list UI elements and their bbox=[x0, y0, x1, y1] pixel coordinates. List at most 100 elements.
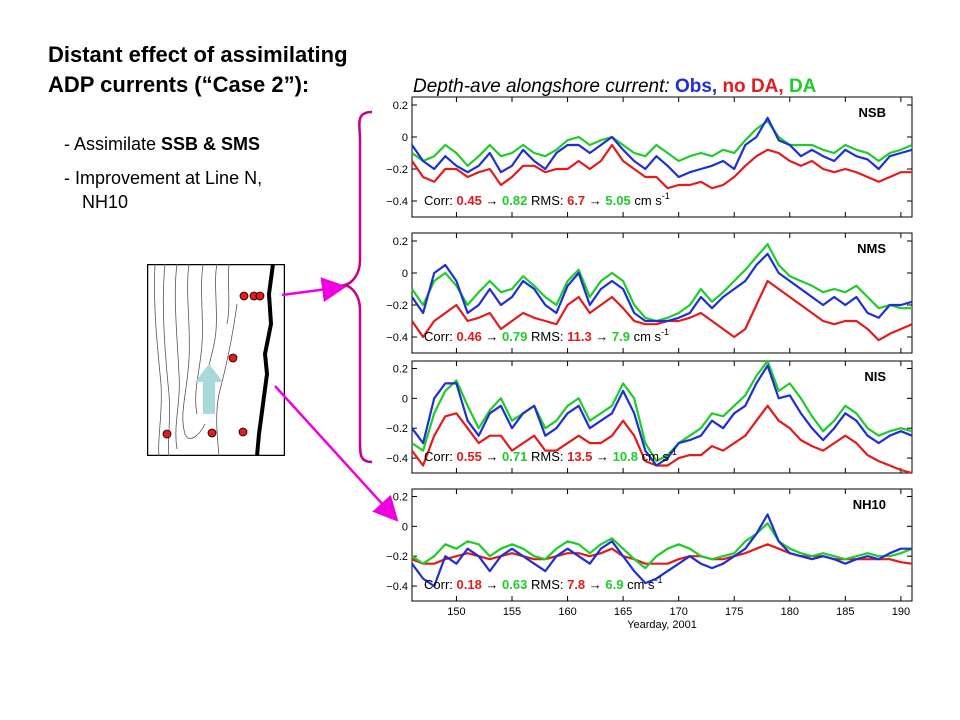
stats-corr-before: 0.45 bbox=[457, 193, 482, 208]
bullet-text: - Assimilate bbox=[64, 134, 162, 154]
y-tick-label: −0.4 bbox=[386, 332, 408, 344]
bullet-text: - Improvement at Line N, bbox=[64, 168, 263, 188]
bullet-improvement: - Improvement at Line N, NH10 bbox=[64, 166, 364, 214]
legend-no-da: no DA bbox=[722, 76, 779, 97]
x-tick-label: 165 bbox=[614, 606, 632, 618]
plot-frame bbox=[411, 488, 913, 602]
chart-panel-nh10: 0.2 0 −0.2 −0.4 150 155 160 165 170 175 180 185 190 Y… bbox=[386, 488, 913, 631]
y-tick-label: 0.2 bbox=[393, 100, 408, 112]
coastline bbox=[255, 264, 275, 456]
stats-unit: cm s bbox=[631, 193, 663, 208]
station-marker bbox=[255, 291, 265, 301]
y-tick-label: −0.2 bbox=[386, 423, 408, 435]
stats-annotation: Corr: 0.46 → 0.79 RMS: 11.3 → 7.9 cm s-1 bbox=[424, 327, 669, 344]
stats-arrow: → bbox=[592, 329, 612, 344]
stats-rms-label: RMS: bbox=[527, 329, 567, 344]
slide-title: Distant effect of assimilating ADP curre… bbox=[48, 40, 428, 100]
stats-arrow: → bbox=[482, 577, 502, 592]
legend-separator: , bbox=[778, 76, 789, 97]
x-tick-label: 180 bbox=[781, 606, 799, 618]
stats-corr-after: 0.63 bbox=[502, 577, 527, 592]
stats-annotation: Corr: 0.55 → 0.71 RMS: 13.5 → 10.8 cm s-… bbox=[424, 447, 677, 464]
series-line-obs bbox=[411, 116, 913, 179]
stats-corr-after: 0.82 bbox=[502, 193, 527, 208]
station-marker bbox=[228, 353, 238, 363]
stats-corr-label: Corr: bbox=[424, 577, 457, 592]
title-line-2: ADP currents (“Case 2”): bbox=[48, 72, 310, 97]
stats-rms-after: 7.9 bbox=[612, 329, 630, 344]
x-tick-label: 160 bbox=[558, 606, 576, 618]
connector-arrow-upper bbox=[281, 277, 347, 303]
y-tick-label: 0 bbox=[402, 521, 408, 533]
y-tick-label: −0.2 bbox=[386, 551, 408, 563]
y-tick-label: 0.2 bbox=[393, 491, 408, 503]
stats-unit: cm s bbox=[630, 329, 662, 344]
legend-obs: Obs bbox=[674, 76, 712, 97]
stats-unit-exponent: -1 bbox=[669, 447, 677, 457]
stats-corr-label: Corr: bbox=[424, 329, 457, 344]
station-marker bbox=[162, 429, 172, 439]
legend-separator: , bbox=[711, 76, 723, 97]
connector-arrow-lower bbox=[274, 385, 399, 522]
y-tick-label: −0.4 bbox=[386, 581, 408, 593]
bullet-text-continued: NH10 bbox=[82, 192, 129, 212]
x-tick-label: 170 bbox=[669, 606, 687, 618]
stats-rms-before: 13.5 bbox=[567, 449, 592, 464]
stats-rms-label: RMS: bbox=[527, 193, 567, 208]
stats-rms-after: 5.05 bbox=[605, 193, 630, 208]
plot-frame bbox=[411, 232, 913, 354]
stats-unit: cm s bbox=[638, 449, 670, 464]
panel-label: NH10 bbox=[853, 497, 886, 512]
stats-rms-before: 7.8 bbox=[567, 577, 585, 592]
stats-annotation: Corr: 0.45 → 0.82 RMS: 6.7 → 5.05 cm s-1 bbox=[424, 191, 670, 208]
chart-panel-nms: 0.2 0 −0.2 −0.4 NMS Corr: 0.46 → 0.79 RMS: 11… bbox=[386, 232, 913, 354]
series-line-da bbox=[411, 119, 913, 167]
y-tick-label: 0 bbox=[402, 268, 408, 280]
stats-rms-before: 11.3 bbox=[567, 329, 592, 344]
y-tick-label: 0.2 bbox=[393, 363, 408, 375]
stats-arrow: → bbox=[482, 449, 502, 464]
x-axis-label: Yearday, 2001 bbox=[627, 619, 697, 631]
stats-rms-after: 6.9 bbox=[605, 577, 623, 592]
stats-corr-after: 0.79 bbox=[502, 329, 527, 344]
plot-frame bbox=[411, 360, 913, 474]
series-line-da bbox=[411, 359, 913, 463]
series-line-obs bbox=[411, 364, 913, 467]
panel-label: NSB bbox=[859, 105, 886, 120]
plot-frame bbox=[411, 96, 913, 218]
station-marker bbox=[207, 428, 217, 438]
station-marker bbox=[239, 291, 249, 301]
stats-corr-label: Corr: bbox=[424, 193, 457, 208]
panel-label: NMS bbox=[857, 241, 886, 256]
stats-arrow: → bbox=[482, 329, 502, 344]
stats-arrow: → bbox=[482, 193, 502, 208]
stats-rms-label: RMS: bbox=[527, 449, 567, 464]
stats-unit-exponent: -1 bbox=[661, 327, 669, 337]
x-tick-label: 155 bbox=[503, 606, 521, 618]
stats-rms-after: 10.8 bbox=[613, 449, 638, 464]
y-tick-label: 0.2 bbox=[393, 236, 408, 248]
chart-heading: Depth-ave alongshore current: Obs, no DA… bbox=[413, 76, 816, 98]
x-tick-label: 175 bbox=[725, 606, 743, 618]
series-line-da bbox=[411, 522, 913, 570]
title-line-1: Distant effect of assimilating bbox=[48, 42, 348, 67]
bullet-bold-text: SSB & SMS bbox=[161, 134, 261, 154]
bullet-assimilate: - Assimilate SSB & SMS bbox=[64, 132, 364, 156]
stats-annotation: Corr: 0.18 → 0.63 RMS: 7.8 → 6.9 cm s-1 bbox=[424, 575, 663, 592]
y-tick-label: −0.4 bbox=[386, 453, 408, 465]
stats-unit: cm s bbox=[623, 577, 655, 592]
bullet-list: - Assimilate SSB & SMS - Improvement at … bbox=[64, 132, 364, 224]
station-markers bbox=[162, 291, 265, 439]
y-tick-label: 0 bbox=[402, 132, 408, 144]
map-arrow-icon bbox=[195, 364, 223, 414]
y-tick-label: −0.2 bbox=[386, 300, 408, 312]
stats-corr-before: 0.18 bbox=[457, 577, 482, 592]
stats-corr-label: Corr: bbox=[424, 449, 457, 464]
stats-arrow: → bbox=[585, 577, 605, 592]
stats-corr-before: 0.55 bbox=[457, 449, 482, 464]
stats-arrow: → bbox=[592, 449, 612, 464]
heading-text: Depth-ave alongshore current: bbox=[413, 76, 675, 97]
station-map bbox=[147, 264, 285, 456]
